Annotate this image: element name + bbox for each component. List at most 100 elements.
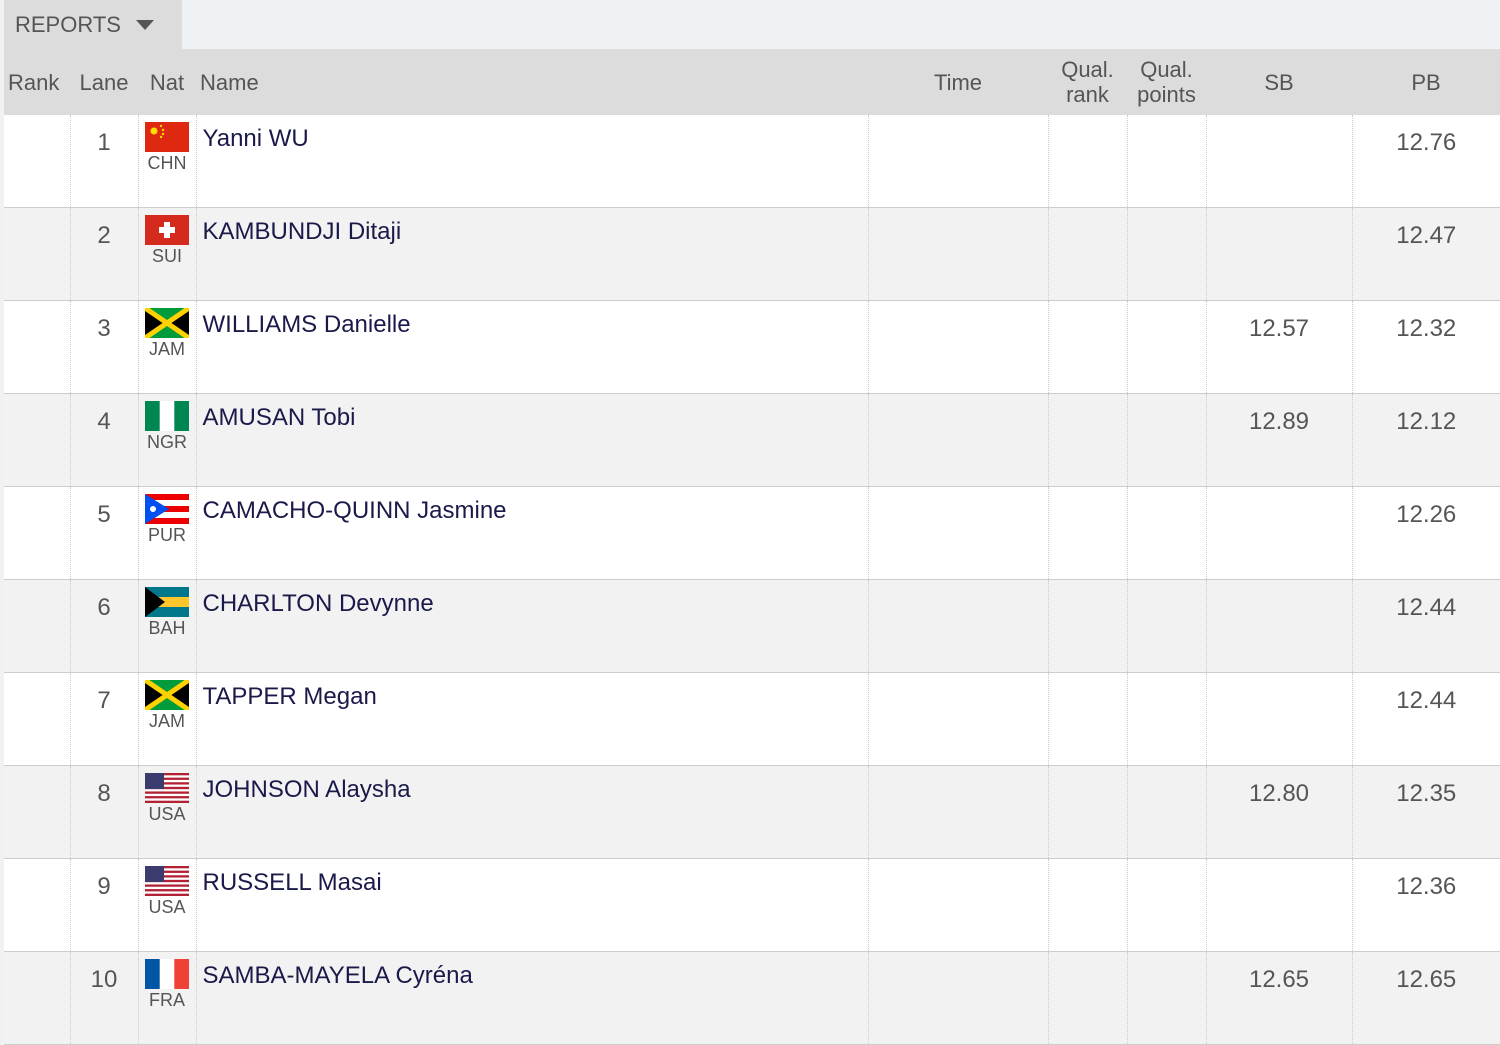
result-row: 1 CHN Yanni WU 12.76 (4, 115, 1500, 208)
season-best: 12.80 (1248, 780, 1310, 807)
qual-rank-cell (1047, 115, 1127, 208)
top-bar: REPORTS (0, 0, 1500, 49)
qual-points-cell (1126, 951, 1206, 1045)
flag (145, 401, 189, 431)
rank-cell (4, 765, 70, 859)
rank-cell (4, 579, 70, 673)
time-cell (867, 858, 1048, 952)
lane: 6 (69, 579, 138, 673)
pb-cell: 12.12 (1351, 393, 1500, 487)
lane: 5 (69, 486, 138, 580)
time-cell (867, 115, 1048, 208)
qual-rank-cell (1047, 393, 1127, 487)
pb-cell: 12.44 (1351, 672, 1500, 766)
results-table: Rank Lane Nat Name Time Qual. rank Qual. point… (4, 49, 1500, 1045)
result-row: 7 JAM TAPPER Megan 12.44 (4, 672, 1500, 766)
nat-code: JAM (149, 339, 185, 359)
qual-points-cell (1126, 207, 1206, 301)
time-cell (867, 765, 1048, 859)
sb-cell (1205, 579, 1352, 673)
lane: 4 (69, 393, 138, 487)
qual-rank-cell (1047, 486, 1127, 580)
qual-rank-cell (1047, 951, 1127, 1045)
personal-best: 12.44 (1396, 687, 1457, 714)
time-cell (867, 393, 1048, 487)
reports-menu[interactable]: REPORTS (4, 0, 182, 49)
flag (145, 215, 189, 245)
pb-cell: 12.47 (1351, 207, 1500, 301)
athlete-name: CHARLTON Devynne (195, 579, 868, 673)
rank-cell (4, 300, 70, 394)
personal-best: 12.36 (1396, 873, 1457, 900)
qual-points-cell (1126, 486, 1206, 580)
qual-points-cell (1126, 300, 1206, 394)
athlete-name: RUSSELL Masai (195, 858, 868, 952)
pb-cell: 12.36 (1351, 858, 1500, 952)
flag (145, 494, 189, 524)
nat-cell: PUR (137, 486, 196, 580)
column-header: Qual. points (1127, 49, 1206, 115)
dropdown-arrow (135, 19, 154, 30)
result-row: 8 USA JOHNSON Alaysha 12.80 12.35 (4, 765, 1500, 859)
qual-points-cell (1126, 115, 1206, 208)
nat-cell: CHN (137, 115, 196, 208)
result-row: 10 FRA SAMBA-MAYELA Cyréna 12.65 12.65 (4, 951, 1500, 1045)
lane: 8 (69, 765, 138, 859)
result-row: 5 PUR CAMACHO-QUINN Jasmine 12.26 (4, 486, 1500, 580)
result-row: 3 JAM WILLIAMS Danielle 12.57 12.32 (4, 300, 1500, 394)
nat-code: USA (148, 897, 186, 917)
pb-cell: 12.26 (1351, 486, 1500, 580)
lane: 3 (69, 300, 138, 394)
sb-cell (1205, 486, 1352, 580)
nat-cell: BAH (137, 579, 196, 673)
personal-best: 12.12 (1396, 408, 1457, 435)
column-header: Qual. rank (1048, 49, 1127, 115)
sb-cell (1205, 207, 1352, 301)
nat-cell: SUI (137, 207, 196, 301)
rank-cell (4, 393, 70, 487)
flag (145, 866, 189, 896)
result-row: 6 BAH CHARLTON Devynne 12.44 (4, 579, 1500, 673)
time-cell (867, 579, 1048, 673)
pb-cell: 12.35 (1351, 765, 1500, 859)
pb-cell: 12.65 (1351, 951, 1500, 1045)
rank-cell (4, 486, 70, 580)
flag (145, 773, 189, 803)
sb-cell (1205, 858, 1352, 952)
nat-code: NGR (147, 432, 187, 452)
rank-cell (4, 672, 70, 766)
result-row: 9 USA RUSSELL Masai 12.36 (4, 858, 1500, 952)
qual-points-cell (1126, 765, 1206, 859)
sb-cell: 12.57 (1205, 300, 1352, 394)
rank-cell (4, 207, 70, 301)
flag (145, 587, 189, 617)
personal-best: 12.32 (1396, 315, 1457, 342)
menu-label: REPORTS (15, 11, 121, 37)
athlete-name: TAPPER Megan (195, 672, 868, 766)
flag (145, 959, 189, 989)
header-row: Rank Lane Nat Name Time Qual. rank Qual. point… (4, 49, 1500, 115)
pb-cell: 12.76 (1351, 115, 1500, 208)
qual-rank-cell (1047, 579, 1127, 673)
sb-cell: 12.80 (1205, 765, 1352, 859)
qual-points-cell (1126, 393, 1206, 487)
athlete-name: JOHNSON Alaysha (195, 765, 868, 859)
qual-rank-cell (1047, 207, 1127, 301)
sb-cell: 12.89 (1205, 393, 1352, 487)
lane: 2 (69, 207, 138, 301)
rank-cell (4, 951, 70, 1045)
time-cell (867, 207, 1048, 301)
personal-best: 12.26 (1396, 501, 1457, 528)
flag (145, 680, 189, 710)
column-header: PB (1352, 49, 1500, 115)
rank-cell (4, 858, 70, 952)
nat-code: JAM (149, 711, 185, 731)
qual-points-cell (1126, 672, 1206, 766)
athlete-name: SAMBA-MAYELA Cyréna (195, 951, 868, 1045)
nat-cell: JAM (137, 300, 196, 394)
nat-cell: FRA (137, 951, 196, 1045)
time-cell (867, 300, 1048, 394)
personal-best: 12.44 (1396, 594, 1457, 621)
qual-points-cell (1126, 858, 1206, 952)
qual-rank-cell (1047, 858, 1127, 952)
